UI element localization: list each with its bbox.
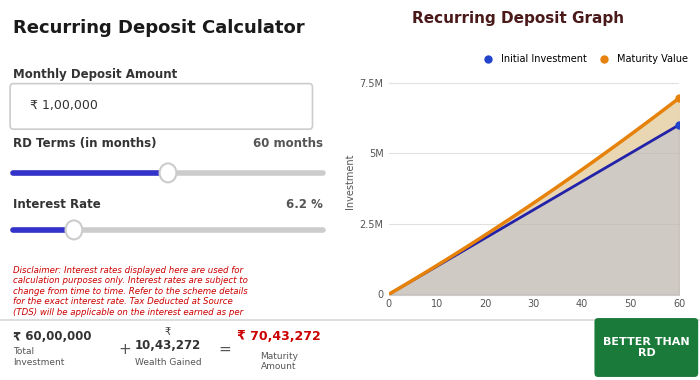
Text: Wealth Gained: Wealth Gained bbox=[134, 358, 202, 367]
FancyBboxPatch shape bbox=[10, 84, 312, 129]
Text: =: = bbox=[71, 225, 78, 234]
Text: Recurring Deposit Calculator: Recurring Deposit Calculator bbox=[13, 19, 305, 37]
Text: ₹ 60,00,000: ₹ 60,00,000 bbox=[13, 330, 92, 343]
Legend: Initial Investment, Maturity Value: Initial Investment, Maturity Value bbox=[475, 51, 692, 68]
Text: BETTER THAN
RD: BETTER THAN RD bbox=[603, 337, 690, 358]
Text: Total
Investment: Total Investment bbox=[13, 347, 65, 367]
Text: Interest Rate: Interest Rate bbox=[13, 198, 102, 211]
Text: Disclaimer: Interest rates displayed here are used for
calculation purposes only: Disclaimer: Interest rates displayed her… bbox=[13, 266, 248, 317]
Text: 10,43,272: 10,43,272 bbox=[135, 339, 201, 352]
Bar bbox=[336, 319, 700, 321]
Text: =: = bbox=[164, 168, 172, 177]
Text: +: + bbox=[118, 342, 131, 357]
Text: 60 months: 60 months bbox=[253, 137, 323, 150]
Text: 6.2 %: 6.2 % bbox=[286, 198, 323, 211]
Bar bbox=[0, 319, 336, 321]
FancyBboxPatch shape bbox=[594, 318, 698, 377]
Text: Recurring Deposit Graph: Recurring Deposit Graph bbox=[412, 11, 624, 26]
Y-axis label: Investment: Investment bbox=[346, 154, 356, 209]
Text: ₹: ₹ bbox=[165, 328, 171, 337]
Text: ₹ 70,43,272: ₹ 70,43,272 bbox=[237, 330, 321, 343]
Text: RD Terms (in months): RD Terms (in months) bbox=[13, 137, 157, 150]
Circle shape bbox=[160, 163, 176, 182]
Text: Maturity
Amount: Maturity Amount bbox=[260, 352, 298, 372]
Text: =: = bbox=[218, 342, 232, 357]
Text: Monthly Deposit Amount: Monthly Deposit Amount bbox=[13, 68, 178, 81]
Text: ₹ 1,00,000: ₹ 1,00,000 bbox=[30, 99, 98, 112]
Circle shape bbox=[66, 220, 83, 239]
